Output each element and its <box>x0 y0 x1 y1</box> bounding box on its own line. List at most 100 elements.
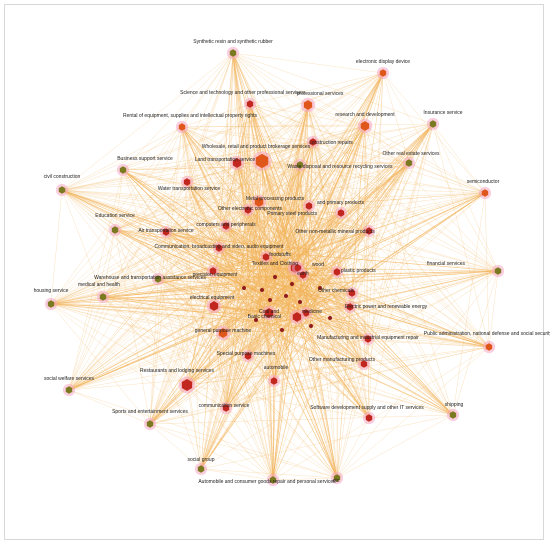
edge <box>165 231 291 251</box>
edge <box>261 160 410 164</box>
node-restaurants <box>181 379 193 391</box>
edge <box>302 123 434 276</box>
node-label-profsvc: professional services <box>297 91 344 97</box>
node-specialpurpose <box>244 352 252 360</box>
node-label-etc: etc <box>333 478 340 484</box>
node-sci <box>246 100 254 108</box>
edge <box>408 162 486 194</box>
edge <box>157 278 224 334</box>
node-label-sports: Sports and entertainment services <box>112 409 188 415</box>
edge <box>50 192 486 305</box>
edge <box>351 162 410 294</box>
edge <box>200 468 338 479</box>
edge <box>186 338 369 386</box>
edge <box>294 192 486 269</box>
edge <box>268 253 369 340</box>
edge <box>186 384 202 470</box>
edge <box>225 407 274 481</box>
edge <box>272 307 338 479</box>
node-steel <box>337 209 345 217</box>
edge <box>157 278 188 386</box>
edge <box>68 389 151 425</box>
edge <box>186 201 260 386</box>
node-label-watertrans: Water transportation service <box>158 186 221 192</box>
edge <box>186 305 215 386</box>
edge <box>149 423 274 481</box>
edge <box>272 313 275 481</box>
node-public <box>485 343 493 351</box>
edge <box>432 123 490 348</box>
node-computers <box>222 222 230 230</box>
node-insurance <box>429 120 437 128</box>
edge <box>50 303 215 307</box>
edge <box>236 162 311 307</box>
edge <box>299 283 490 348</box>
edge <box>114 229 322 252</box>
edge <box>273 380 370 419</box>
inner-node <box>284 293 288 299</box>
edge <box>364 125 370 232</box>
edge <box>68 126 183 391</box>
edge <box>432 123 486 194</box>
node-mfgrepair <box>364 335 372 343</box>
inner-node <box>280 327 284 333</box>
edge <box>264 280 490 348</box>
edge <box>181 103 251 128</box>
edge <box>50 303 369 340</box>
node-display <box>379 69 387 77</box>
edge <box>307 104 486 194</box>
edge <box>157 201 260 280</box>
node-civil <box>58 186 66 194</box>
edge <box>299 164 342 214</box>
edge <box>225 306 300 409</box>
edge <box>157 275 317 280</box>
edge <box>149 423 202 470</box>
edge <box>306 277 454 416</box>
edge <box>258 201 303 261</box>
edge <box>68 305 215 391</box>
edge <box>50 303 274 481</box>
edge <box>61 189 249 211</box>
edge <box>181 126 263 162</box>
node-label-construct: construction repairs <box>309 140 353 146</box>
edge <box>305 312 365 365</box>
node-label-semicon: semiconductor <box>467 179 500 185</box>
node-label-autorepair: Automobile and consumer goods repair and… <box>198 479 336 485</box>
edge <box>61 160 263 191</box>
edge <box>50 225 227 305</box>
edge <box>273 328 290 382</box>
node-label-otherchem: Other chemicals <box>318 288 355 294</box>
edge <box>102 296 227 409</box>
edge <box>261 123 434 285</box>
edge <box>213 305 249 357</box>
edge <box>303 192 486 277</box>
edge <box>225 306 351 409</box>
edge <box>102 296 454 416</box>
edge <box>225 255 244 409</box>
node-label-restaurants: Restaurants and lodging services <box>140 368 214 374</box>
edge <box>249 72 384 105</box>
edge <box>61 126 183 191</box>
node-layer <box>44 46 505 487</box>
edge <box>297 230 370 290</box>
node-etc <box>333 474 341 482</box>
edge <box>299 164 454 416</box>
edge <box>382 72 410 164</box>
node-label-airtrans: Air transportation service <box>138 228 194 234</box>
edge <box>165 231 285 279</box>
edge <box>232 52 260 203</box>
edge <box>213 258 281 307</box>
edge <box>368 123 434 419</box>
edge <box>225 225 309 255</box>
edge <box>68 280 298 391</box>
edge <box>312 308 370 419</box>
edge <box>212 270 307 298</box>
edge <box>114 229 202 470</box>
edge <box>165 231 202 470</box>
edge <box>212 209 249 272</box>
node-label-synthetic: Synthetic resin and synthetic rubber <box>193 39 273 45</box>
edge <box>232 52 434 125</box>
edge <box>312 123 434 143</box>
node-label-wholesale: Wholesale, retail and product brokerage … <box>202 144 311 150</box>
